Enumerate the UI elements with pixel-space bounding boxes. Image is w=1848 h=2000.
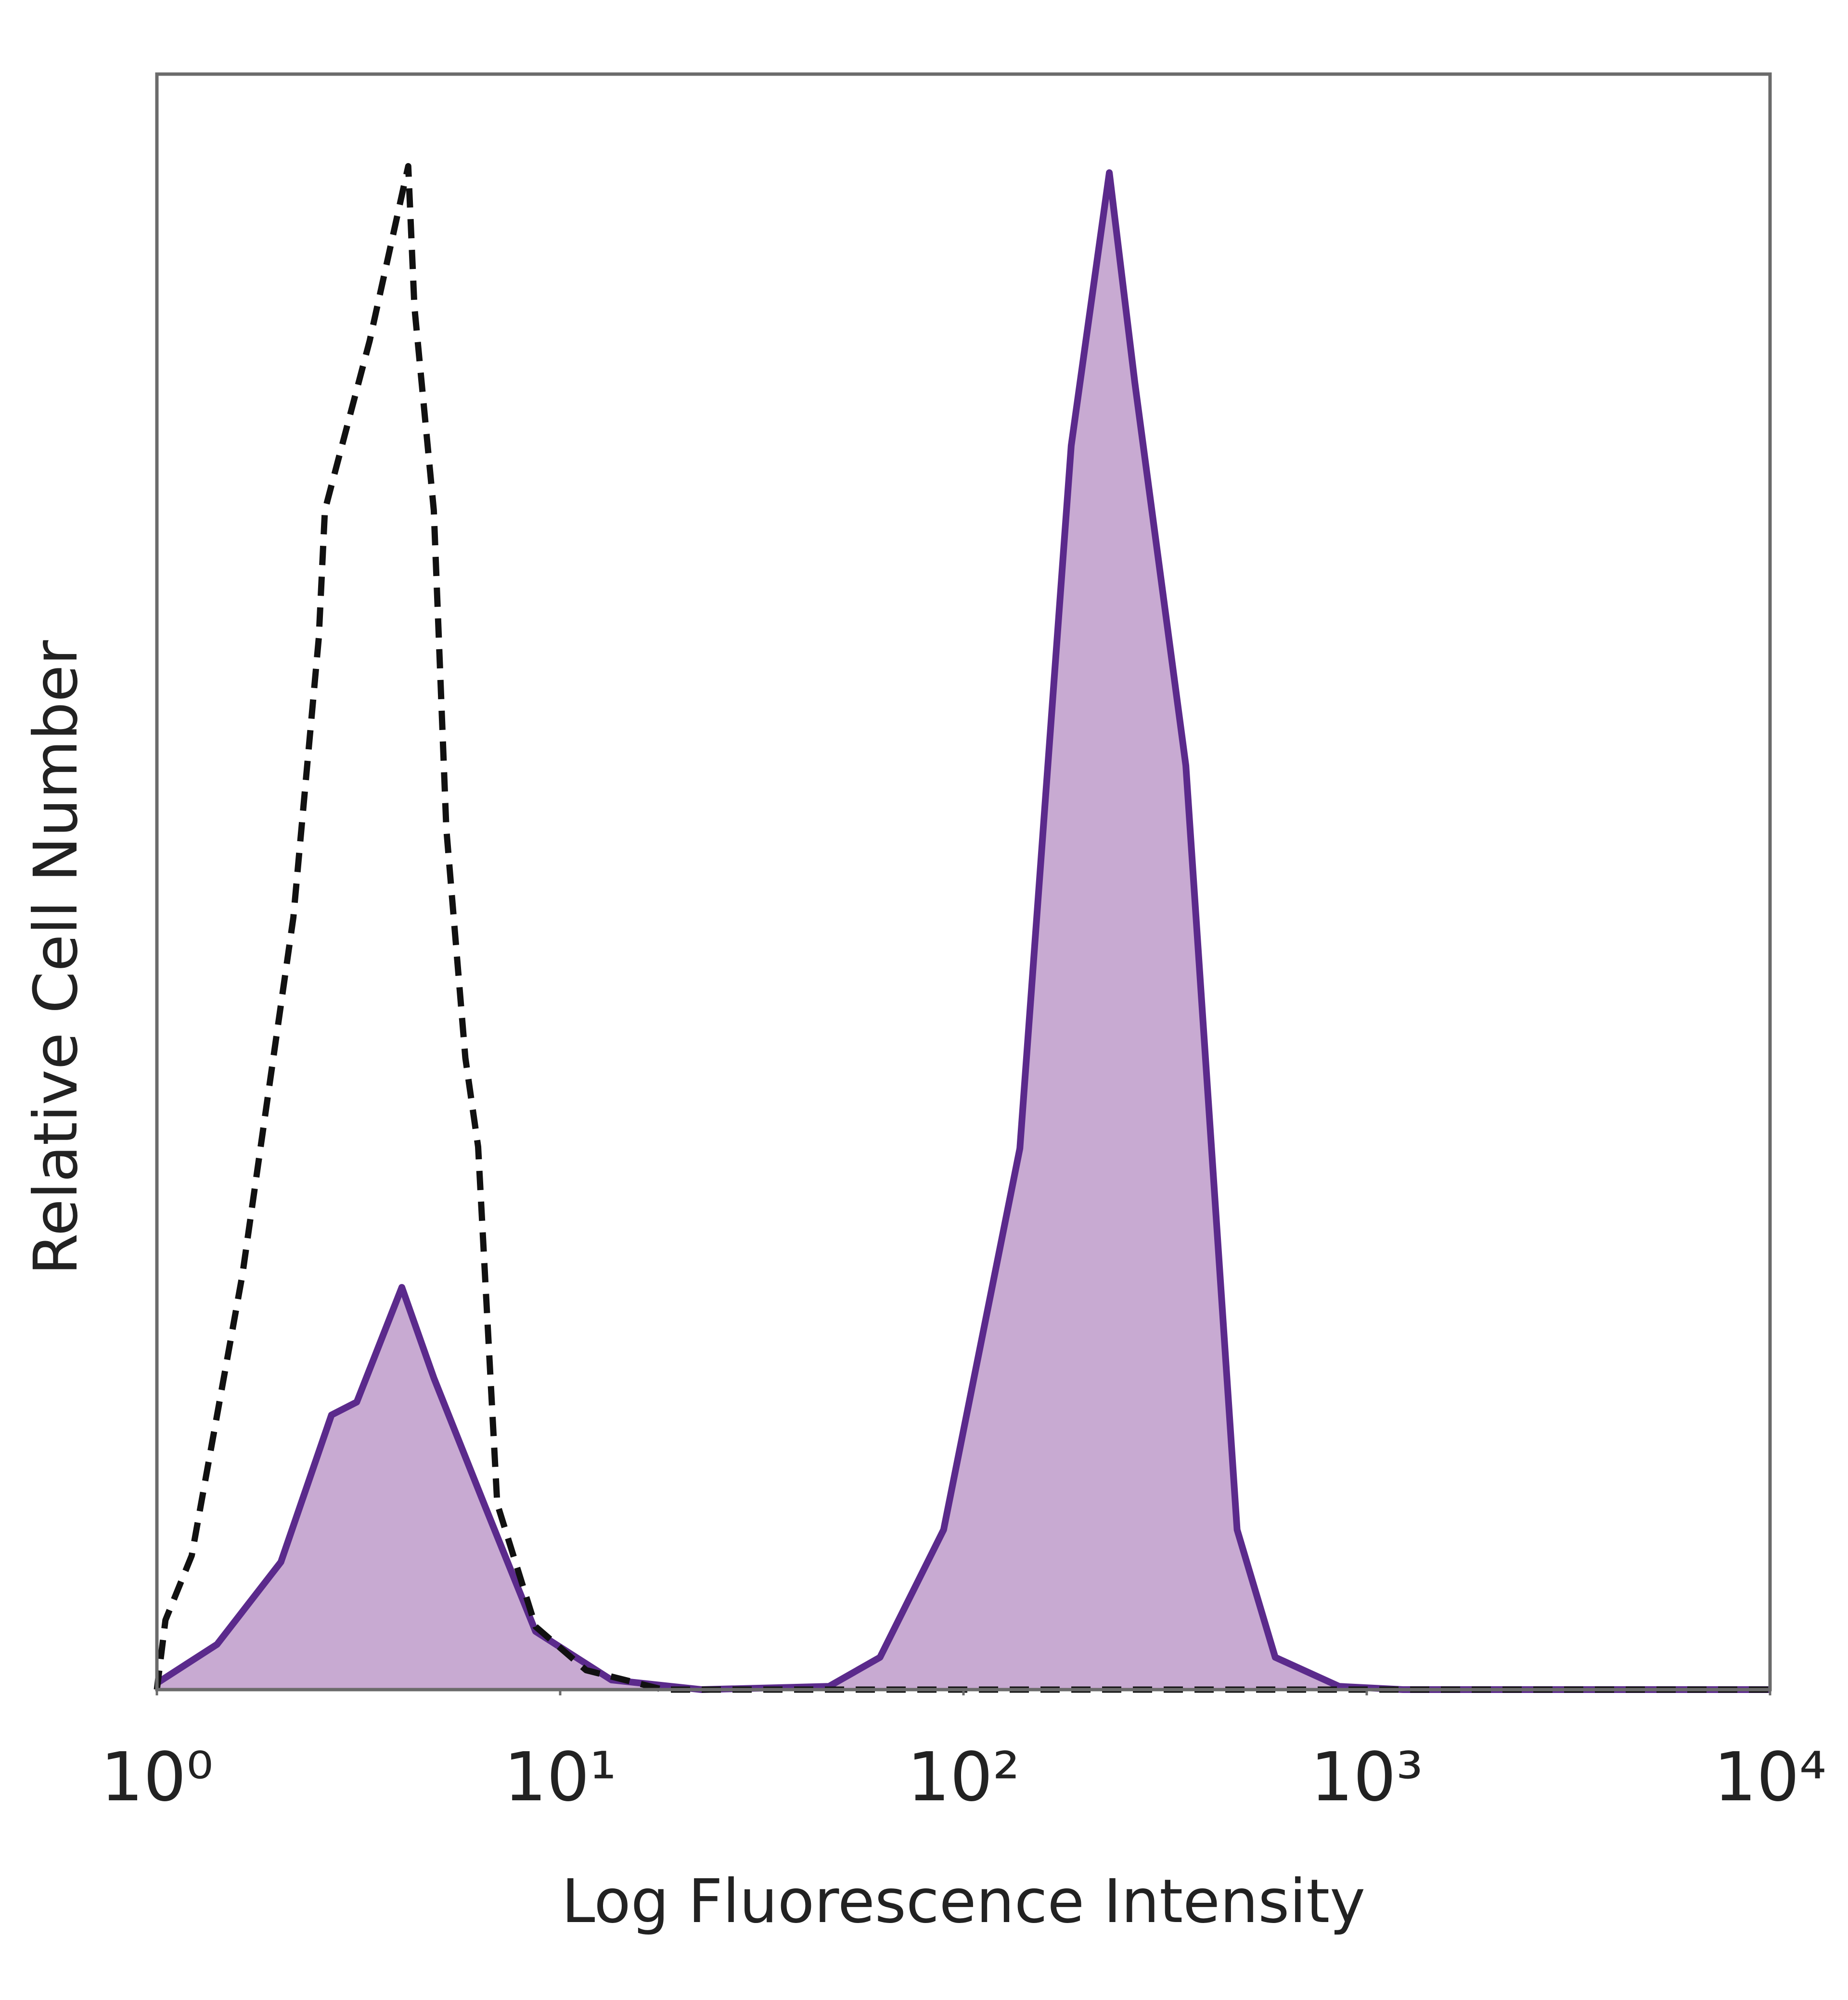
x-tick-label: 10¹: [504, 1738, 616, 1817]
line: [155, 169, 1770, 1693]
x-axis-label: Log Fluorescence Intensity: [562, 1867, 1365, 1936]
x-tick-label: 10⁴: [1714, 1738, 1826, 1817]
x-tick-label: 10³: [1310, 1738, 1423, 1817]
line: [154, 163, 1770, 1693]
y-axis-label: Relative Cell Number: [21, 640, 91, 1275]
plot-area: [154, 163, 1770, 1693]
x-tick-label: 10²: [907, 1738, 1020, 1817]
x-tick-label: 10⁰: [101, 1738, 213, 1817]
area: [157, 172, 1770, 1690]
